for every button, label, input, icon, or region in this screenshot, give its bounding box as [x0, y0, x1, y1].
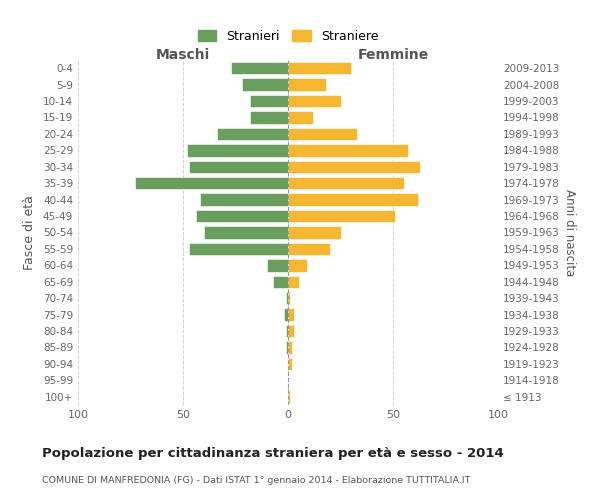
Bar — [250, 112, 288, 124]
Legend: Stranieri, Straniere: Stranieri, Straniere — [193, 25, 383, 48]
Bar — [204, 226, 288, 238]
Bar — [286, 342, 288, 353]
Bar — [200, 194, 288, 206]
Text: COMUNE DI MANFREDONIA (FG) - Dati ISTAT 1° gennaio 2014 - Elaborazione TUTTITALI: COMUNE DI MANFREDONIA (FG) - Dati ISTAT … — [42, 476, 470, 485]
Bar — [288, 342, 292, 353]
Bar — [274, 276, 288, 288]
Text: Maschi: Maschi — [156, 48, 210, 62]
Bar — [190, 243, 288, 255]
Bar — [288, 325, 295, 337]
Bar — [134, 177, 288, 190]
Bar — [288, 177, 404, 190]
Bar — [217, 128, 288, 140]
Bar — [288, 292, 290, 304]
Bar — [288, 160, 420, 173]
Bar — [242, 78, 288, 91]
Bar — [288, 226, 341, 238]
Bar — [232, 62, 288, 74]
Bar — [288, 144, 408, 156]
Bar — [288, 128, 358, 140]
Bar — [288, 259, 307, 272]
Text: Femmine: Femmine — [358, 48, 428, 62]
Bar — [288, 308, 295, 321]
Bar — [288, 194, 418, 206]
Bar — [267, 259, 288, 272]
Bar — [250, 95, 288, 107]
Bar — [286, 325, 288, 337]
Bar — [288, 243, 330, 255]
Bar — [288, 210, 395, 222]
Bar — [288, 62, 351, 74]
Bar — [196, 210, 288, 222]
Bar — [190, 160, 288, 173]
Bar — [288, 112, 313, 124]
Bar — [286, 292, 288, 304]
Bar — [288, 390, 290, 403]
Bar — [288, 78, 326, 91]
Y-axis label: Anni di nascita: Anni di nascita — [563, 189, 576, 276]
Y-axis label: Fasce di età: Fasce di età — [23, 195, 36, 270]
Bar — [288, 95, 341, 107]
Bar — [288, 276, 299, 288]
Bar — [187, 144, 288, 156]
Bar — [284, 308, 288, 321]
Text: Popolazione per cittadinanza straniera per età e sesso - 2014: Popolazione per cittadinanza straniera p… — [42, 448, 504, 460]
Bar — [288, 358, 292, 370]
